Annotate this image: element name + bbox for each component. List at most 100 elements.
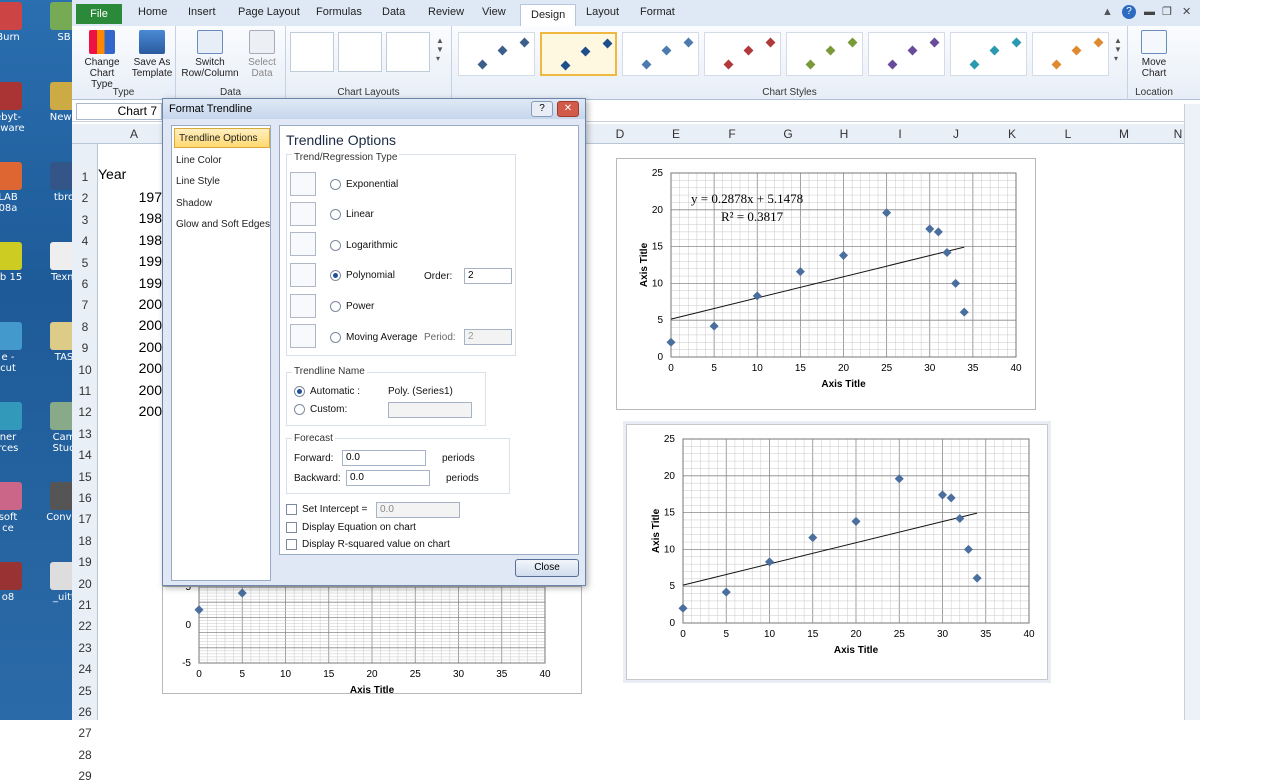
column-header[interactable]: N [1173, 127, 1183, 141]
year-cell[interactable]: 200 [138, 381, 162, 398]
row-header[interactable]: 9 [81, 341, 89, 356]
tab-page-layout[interactable]: Page Layout [238, 6, 300, 18]
help-icon[interactable]: ? [1122, 5, 1136, 19]
row-header[interactable]: 29 [78, 769, 92, 783]
desktop-icon[interactable]: Burn [0, 2, 36, 43]
row-header[interactable]: 23 [78, 640, 92, 655]
row-header[interactable]: 19 [78, 555, 92, 570]
close-button[interactable]: Close [515, 559, 579, 577]
layout-thumb-3[interactable] [386, 32, 430, 72]
row-header[interactable]: 11 [78, 384, 92, 398]
column-header[interactable]: J [953, 127, 959, 141]
nav-shadow[interactable]: Shadow [176, 198, 213, 209]
tab-formulas[interactable]: Formulas [316, 6, 362, 18]
backward-input[interactable]: 0.0 [346, 470, 430, 486]
chart-style-thumb[interactable] [868, 32, 945, 76]
polynomial-radio[interactable] [330, 270, 341, 281]
row-header[interactable]: 28 [78, 747, 92, 762]
dialog-help-button[interactable]: ? [531, 101, 553, 117]
vertical-scrollbar[interactable] [1184, 104, 1200, 720]
display-equation-checkbox[interactable] [286, 522, 297, 533]
set-intercept-checkbox[interactable] [286, 504, 297, 515]
minimize-icon[interactable]: ▬ [1144, 6, 1155, 18]
year-cell[interactable]: 199 [138, 253, 162, 270]
chart-style-thumb[interactable] [786, 32, 863, 76]
row-header[interactable]: 4 [81, 234, 89, 249]
row-header[interactable]: 21 [78, 598, 92, 612]
row-header[interactable]: 3 [81, 212, 89, 227]
chart-style-thumb[interactable] [1032, 32, 1109, 76]
year-cell[interactable]: 199 [138, 274, 162, 291]
row-header[interactable]: 7 [81, 298, 89, 313]
column-header[interactable]: D [615, 127, 625, 141]
name-box[interactable]: Chart 7 [76, 103, 162, 120]
row-header[interactable]: 13 [78, 426, 92, 441]
desktop-icon[interactable]: soft ce [0, 482, 36, 534]
restore-icon[interactable]: ❐ [1162, 6, 1172, 18]
row-header[interactable]: 2 [81, 191, 89, 206]
row-header[interactable]: 26 [78, 705, 92, 719]
switch-row-column-button[interactable]: Switch Row/Column [180, 30, 240, 79]
row-header[interactable]: 17 [78, 512, 92, 527]
display-r2-checkbox[interactable] [286, 539, 297, 550]
year-cell[interactable]: 200 [138, 403, 162, 419]
move-chart-button[interactable]: Move Chart [1132, 30, 1176, 79]
desktop-icon[interactable]: ebyt- alware [0, 82, 36, 134]
layouts-more-icon[interactable]: ▲ ▼ ▾ [436, 36, 444, 63]
year-cell[interactable]: 200 [138, 317, 162, 334]
row-header[interactable]: 16 [78, 491, 92, 505]
moving-average-radio[interactable] [330, 332, 341, 343]
row-header[interactable]: 22 [78, 619, 92, 634]
row-header[interactable]: 5 [81, 255, 89, 270]
column-header[interactable]: A [129, 127, 138, 141]
logarithmic-radio[interactable] [330, 240, 341, 251]
order-stepper[interactable]: 2 [464, 268, 512, 284]
intercept-input[interactable]: 0.0 [376, 502, 460, 518]
desktop-icon[interactable]: ab 15 [0, 242, 36, 283]
column-header[interactable]: M [1119, 127, 1129, 141]
column-header[interactable]: F [728, 127, 736, 141]
row-header[interactable]: 12 [78, 405, 92, 420]
chart-style-thumb[interactable] [950, 32, 1027, 76]
column-header[interactable]: I [898, 127, 902, 141]
layout-thumb-1[interactable] [290, 32, 334, 72]
column-header[interactable]: G [783, 127, 793, 141]
linear-radio[interactable] [330, 209, 341, 220]
tab-home[interactable]: Home [138, 6, 168, 18]
select-data-button[interactable]: Select Data [242, 30, 282, 79]
forward-input[interactable]: 0.0 [342, 450, 426, 466]
row-header[interactable]: 24 [78, 662, 92, 677]
automatic-radio[interactable] [294, 386, 305, 397]
custom-radio[interactable] [294, 404, 305, 415]
tab-view[interactable]: View [482, 6, 506, 18]
tab-data[interactable]: Data [382, 6, 406, 18]
year-cell[interactable]: 200 [138, 338, 162, 355]
year-cell[interactable]: 198 [138, 231, 162, 248]
chart-top[interactable]: 0 5 10 15 20 25 30 35 40 0 5 10 15 20 25 Axis Title Axis… [616, 158, 1036, 410]
ribbon-minimize-icon[interactable]: ▲ [1102, 6, 1113, 18]
column-header[interactable]: L [1064, 127, 1072, 141]
row-header[interactable]: 20 [78, 576, 92, 591]
row-header[interactable]: 27 [78, 726, 92, 741]
save-as-template-button[interactable]: Save As Template [128, 30, 176, 79]
custom-name-input[interactable] [388, 402, 472, 418]
row-header[interactable]: 15 [78, 469, 92, 484]
year-cell[interactable]: 198 [138, 210, 162, 227]
chart-style-thumb[interactable] [458, 32, 535, 76]
year-cell[interactable]: 200 [138, 360, 162, 377]
tab-layout[interactable]: Layout [586, 6, 620, 18]
column-header[interactable]: H [839, 127, 849, 141]
change-chart-type-button[interactable]: Change Chart Type [78, 30, 126, 90]
tab-review[interactable]: Review [428, 6, 465, 18]
nav-glow-soft-edges[interactable]: Glow and Soft Edges [176, 219, 270, 230]
year-cell[interactable]: 200 [138, 296, 162, 312]
row-header[interactable]: 6 [81, 277, 89, 291]
row-header[interactable]: 25 [78, 683, 92, 698]
close-icon[interactable]: ✕ [1182, 6, 1192, 18]
tab-insert[interactable]: Insert [188, 6, 216, 18]
row-header[interactable]: 18 [78, 533, 92, 548]
desktop-icon[interactable]: o8 [0, 562, 36, 603]
chart-style-thumb[interactable] [540, 32, 617, 76]
row-header[interactable]: 8 [81, 319, 89, 334]
